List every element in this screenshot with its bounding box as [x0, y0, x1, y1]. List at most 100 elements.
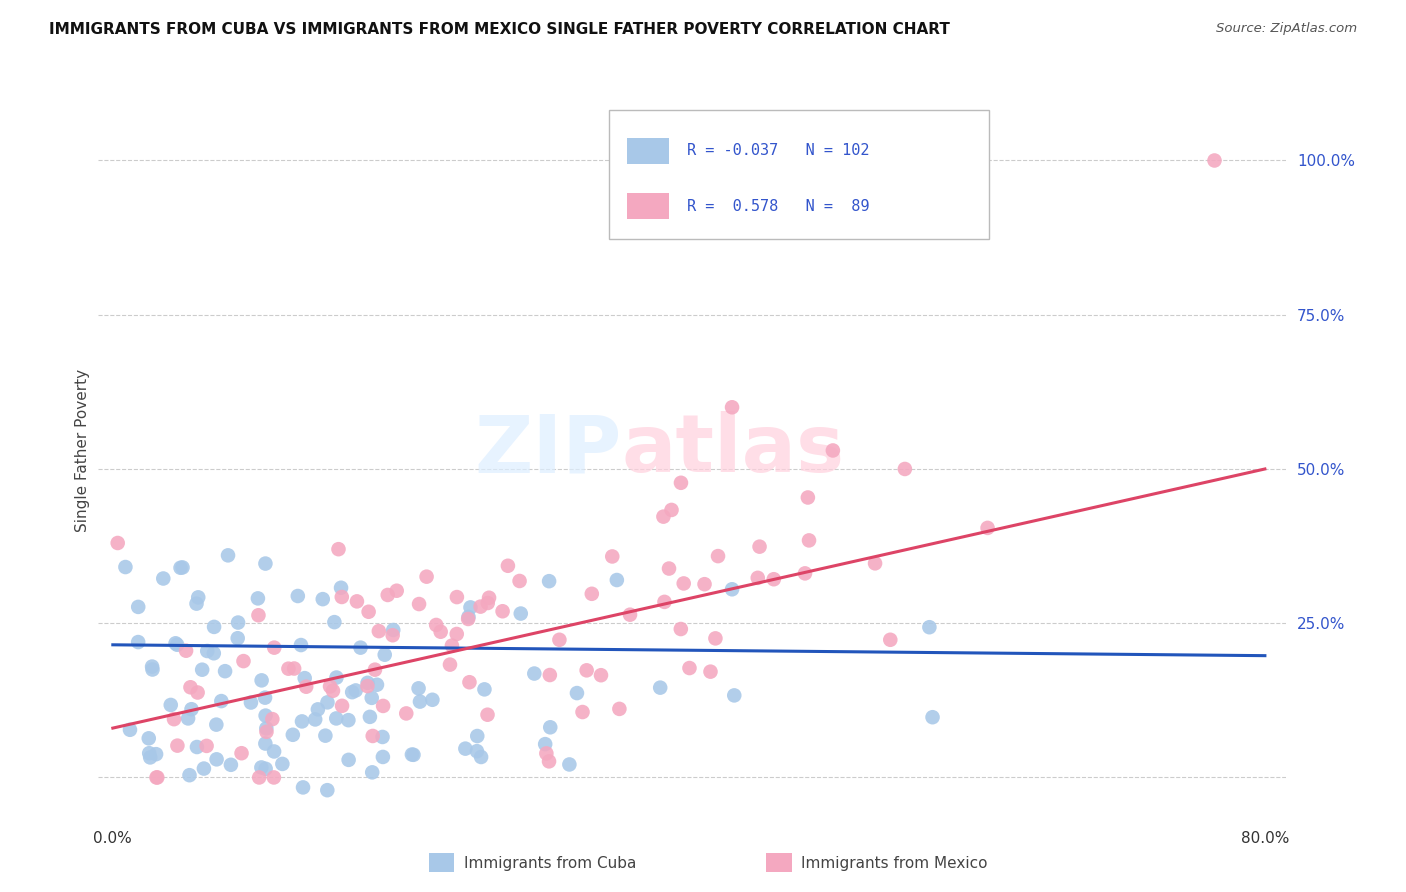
Point	[138, 746, 160, 760]
Point	[202, 646, 225, 660]
Point	[337, 713, 360, 727]
Point	[107, 536, 129, 550]
Point	[863, 557, 886, 571]
Point	[571, 705, 593, 719]
Point	[879, 632, 901, 647]
Point	[457, 612, 479, 626]
Point	[262, 712, 284, 726]
Point	[186, 597, 208, 611]
Point	[290, 638, 312, 652]
Point	[747, 571, 769, 585]
Text: R = -0.037   N = 102: R = -0.037 N = 102	[686, 143, 869, 158]
Point	[408, 681, 430, 696]
Point	[330, 698, 353, 713]
Point	[538, 720, 561, 734]
Point	[669, 475, 692, 490]
Point	[316, 695, 339, 709]
Point	[457, 610, 479, 624]
Point	[166, 638, 188, 652]
Point	[344, 683, 367, 698]
Point	[821, 443, 844, 458]
Point	[477, 596, 499, 610]
Point	[263, 640, 285, 655]
Point	[356, 679, 378, 693]
Point	[254, 690, 277, 705]
Point	[652, 509, 675, 524]
Point	[381, 628, 404, 642]
Point	[292, 780, 315, 795]
Text: ZIP: ZIP	[474, 411, 621, 490]
Point	[395, 706, 418, 721]
Point	[319, 679, 342, 693]
Point	[371, 750, 394, 764]
Point	[538, 668, 561, 682]
Point	[619, 607, 641, 622]
Point	[762, 572, 785, 586]
Point	[169, 560, 191, 574]
Point	[446, 627, 468, 641]
Point	[187, 685, 209, 699]
Point	[127, 635, 149, 649]
Point	[534, 737, 557, 751]
Point	[565, 686, 588, 700]
Point	[281, 728, 304, 742]
Point	[139, 750, 162, 764]
Point	[254, 557, 277, 571]
Point	[548, 632, 571, 647]
Point	[254, 708, 277, 723]
Point	[374, 648, 396, 662]
Point	[205, 717, 228, 731]
Point	[465, 744, 488, 758]
Point	[187, 591, 209, 605]
Point	[330, 590, 353, 604]
Point	[263, 771, 285, 785]
Point	[127, 599, 149, 614]
Point	[179, 680, 201, 694]
Point	[650, 681, 672, 695]
Point	[114, 560, 136, 574]
Point	[247, 608, 270, 623]
Y-axis label: Single Father Poverty: Single Father Poverty	[75, 369, 90, 532]
Point	[337, 753, 360, 767]
Point	[141, 659, 163, 673]
Point	[145, 771, 167, 785]
Point	[174, 644, 197, 658]
Point	[226, 615, 249, 630]
Point	[496, 558, 519, 573]
Point	[254, 762, 277, 776]
Point	[678, 661, 700, 675]
Point	[606, 573, 628, 587]
Point	[429, 624, 451, 639]
Point	[294, 671, 316, 685]
Point	[214, 664, 236, 678]
Text: R =  0.578   N =  89: R = 0.578 N = 89	[686, 199, 869, 214]
Point	[538, 574, 561, 589]
Point	[478, 591, 501, 605]
Point	[440, 639, 463, 653]
Point	[307, 702, 329, 716]
Point	[177, 711, 200, 725]
Point	[402, 747, 425, 762]
Point	[575, 663, 598, 677]
Point	[152, 572, 174, 586]
Point	[359, 710, 381, 724]
Point	[699, 665, 721, 679]
Text: Source: ZipAtlas.com: Source: ZipAtlas.com	[1216, 22, 1357, 36]
Point	[356, 676, 378, 690]
Point	[191, 663, 214, 677]
Point	[159, 698, 181, 712]
Text: atlas: atlas	[621, 411, 844, 490]
Point	[672, 576, 695, 591]
Point	[330, 581, 353, 595]
Point	[322, 683, 344, 698]
Point	[367, 624, 389, 639]
Point	[361, 729, 384, 743]
Point	[202, 620, 225, 634]
Point	[146, 771, 169, 785]
Point	[195, 739, 218, 753]
Point	[401, 747, 423, 762]
Point	[172, 560, 194, 574]
Text: IMMIGRANTS FROM CUBA VS IMMIGRANTS FROM MEXICO SINGLE FATHER POVERTY CORRELATION: IMMIGRANTS FROM CUBA VS IMMIGRANTS FROM …	[49, 22, 950, 37]
Point	[693, 577, 716, 591]
Point	[439, 657, 461, 672]
